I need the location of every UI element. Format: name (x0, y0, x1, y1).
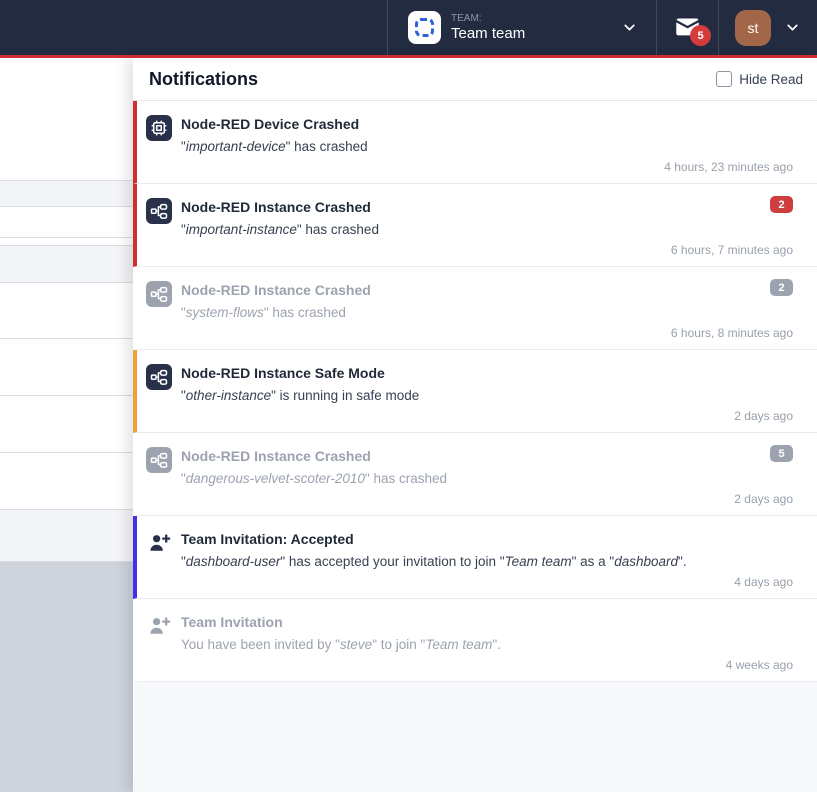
notification-item[interactable]: Node-RED Instance Crashed "important-ins… (133, 184, 817, 267)
notifications-inbox-button[interactable]: 5 (656, 0, 718, 55)
background-page (0, 58, 133, 792)
instance-icon (146, 281, 172, 307)
team-name-label: Team team (451, 24, 526, 42)
notification-description: "important-instance" has crashed (181, 222, 379, 237)
notification-content: Node-RED Instance Crashed "important-ins… (181, 198, 793, 256)
notification-title: Node-RED Instance Crashed (181, 448, 371, 464)
unread-count-badge: 5 (690, 25, 711, 46)
notification-description: "system-flows" has crashed (181, 305, 346, 320)
notification-title: Node-RED Instance Safe Mode (181, 365, 385, 381)
notification-description: "important-device" has crashed (181, 139, 368, 154)
top-navbar: TEAM: Team team 5 st (0, 0, 817, 58)
background-table-row (0, 396, 133, 453)
notification-timestamp: 6 hours, 7 minutes ago (670, 243, 793, 257)
user-avatar: st (735, 9, 771, 46)
background-table-row (0, 238, 133, 246)
notification-content: Node-RED Instance Safe Mode "other-insta… (181, 364, 793, 422)
user-add-icon (146, 613, 172, 639)
notification-content: Node-RED Instance Crashed "dangerous-vel… (181, 447, 793, 505)
drawer-title: Notifications (149, 68, 259, 89)
chip-icon (146, 115, 172, 141)
background-table-row (0, 207, 133, 238)
notification-title: Team Invitation (181, 614, 283, 630)
instance-icon (146, 447, 172, 473)
notification-timestamp: 6 hours, 8 minutes ago (670, 326, 793, 340)
drawer-header: Notifications Hide Read (133, 58, 817, 100)
notification-title: Team Invitation: Accepted (181, 531, 354, 547)
background-table-row (0, 246, 133, 283)
notification-content: Team Invitation You have been invited by… (181, 613, 793, 671)
notification-description: You have been invited by "steve" to join… (181, 637, 501, 652)
notification-title: Node-RED Device Crashed (181, 116, 360, 132)
team-selector[interactable]: TEAM: Team team (387, 0, 656, 55)
chevron-down-icon (784, 19, 801, 36)
notification-timestamp: 4 weeks ago (725, 658, 793, 672)
team-avatar-icon (408, 11, 441, 44)
notifications-drawer: Notifications Hide Read Node-RED Device … (133, 58, 817, 792)
notification-content: Node-RED Device Crashed "important-devic… (181, 115, 793, 173)
notification-timestamp: 4 days ago (734, 575, 793, 589)
notification-item[interactable]: Node-RED Instance Crashed "dangerous-vel… (133, 433, 817, 516)
hide-read-toggle[interactable]: Hide Read (716, 71, 803, 87)
chevron-down-icon (621, 19, 638, 36)
hide-read-checkbox[interactable] (716, 71, 733, 87)
notification-item[interactable]: Node-RED Device Crashed "important-devic… (133, 101, 817, 184)
notification-timestamp: 2 days ago (734, 492, 793, 506)
notification-description: "other-instance" is running in safe mode (181, 388, 420, 403)
notification-item[interactable]: Node-RED Instance Safe Mode "other-insta… (133, 350, 817, 433)
user-menu[interactable]: st (718, 0, 817, 55)
notification-count-badge: 5 (770, 445, 793, 462)
notification-description: "dangerous-velvet-scoter-2010" has crash… (181, 471, 447, 486)
background-table-row (0, 339, 133, 396)
notification-timestamp: 4 hours, 23 minutes ago (664, 160, 793, 174)
background-table-row (0, 453, 133, 510)
background-table-row (0, 510, 133, 562)
notification-title: Node-RED Instance Crashed (181, 282, 371, 298)
notification-item[interactable]: Team Invitation: Accepted "dashboard-use… (133, 516, 817, 599)
team-kicker-label: TEAM: (451, 12, 482, 24)
notification-count-badge: 2 (770, 196, 793, 213)
notification-title: Node-RED Instance Crashed (181, 199, 371, 215)
background-table-row (0, 181, 133, 207)
notification-item[interactable]: Team Invitation You have been invited by… (133, 599, 817, 682)
background-table-row (0, 283, 133, 339)
user-add-icon (146, 530, 172, 556)
instance-icon (146, 198, 172, 224)
background-empty-area (0, 562, 133, 792)
notification-item[interactable]: Node-RED Instance Crashed "system-flows"… (133, 267, 817, 350)
instance-icon (146, 364, 172, 390)
notification-count-badge: 2 (770, 279, 793, 296)
notification-list: Node-RED Device Crashed "important-devic… (133, 100, 817, 792)
hide-read-label: Hide Read (739, 71, 803, 87)
notification-content: Node-RED Instance Crashed "system-flows"… (181, 281, 793, 339)
notification-content: Team Invitation: Accepted "dashboard-use… (181, 530, 793, 588)
notification-timestamp: 2 days ago (734, 409, 793, 423)
notification-description: "dashboard-user" has accepted your invit… (181, 554, 687, 569)
background-panel (0, 58, 133, 181)
